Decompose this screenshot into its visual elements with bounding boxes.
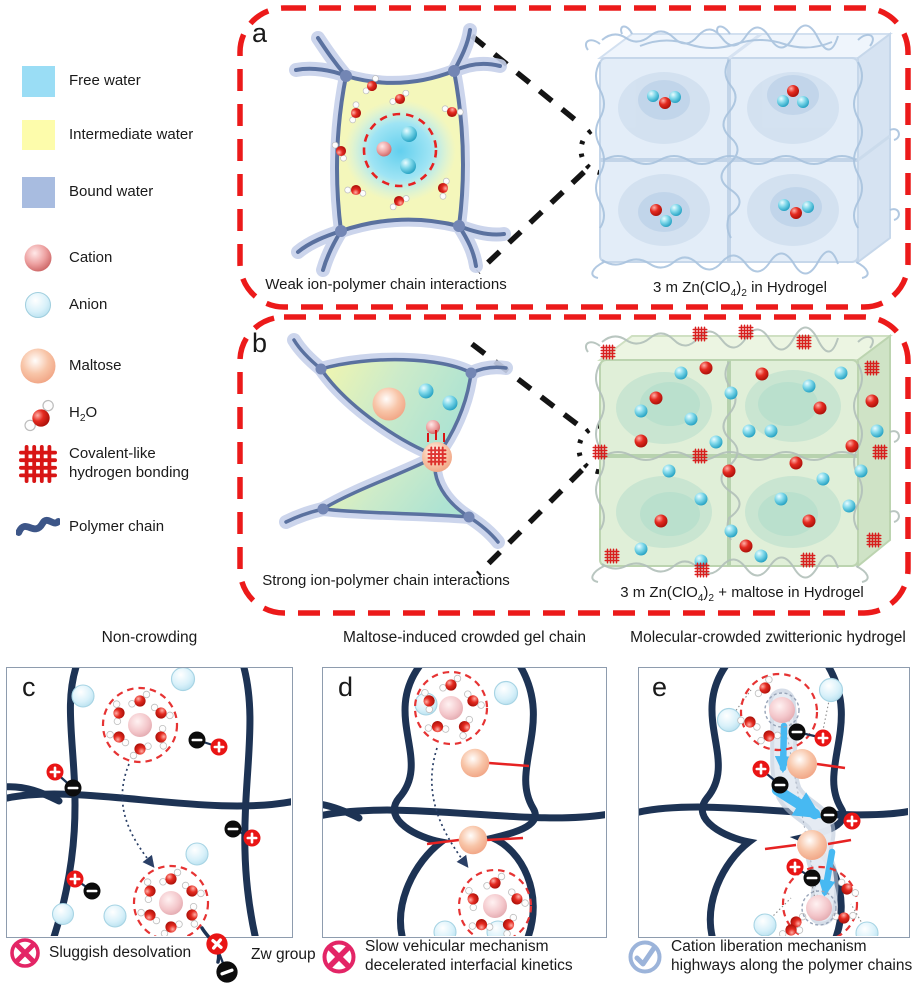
maltose-hydrogen-bonded [422, 430, 452, 472]
polymer-chain [323, 668, 605, 936]
polymer-chain-icon [16, 516, 60, 536]
zw-group [751, 759, 790, 795]
solvation-sheath-circle [362, 112, 438, 188]
polymer-chain [7, 668, 291, 936]
cell-a-illustration [289, 23, 511, 277]
cross-icon [322, 940, 356, 974]
cation-icon [426, 420, 440, 434]
maltose-icon [20, 348, 56, 384]
cross-icon [10, 938, 40, 968]
panel-e-title: Molecular-crowded zwitterionic hydrogel [630, 629, 906, 646]
intermediate-water-swatch [21, 120, 55, 150]
panel-e-caption: Cation liberation mechanism highways alo… [626, 938, 912, 976]
ion-cluster [638, 75, 822, 232]
legend-label: Bound water [69, 183, 154, 201]
panel-d-caption: Slow vehicular mechanism decelerated int… [320, 938, 573, 976]
zw-group [187, 730, 229, 757]
zw-group-legend: Zw group [196, 924, 316, 986]
anion-icon [401, 126, 417, 142]
crosslink-node [335, 65, 465, 237]
panel-c-caption: Sluggish desolvation [8, 936, 191, 970]
legend-item-h2o: H2O [16, 396, 97, 434]
panel-e-artwork [639, 668, 908, 936]
cation-icon [376, 141, 392, 157]
legend-label: Anion [69, 295, 108, 313]
panel-b-block-caption: 3 m Zn(ClO4)2 + maltose in Hydrogel [620, 584, 864, 604]
panel-d-box [322, 667, 607, 938]
legend-item-polymer-chain: Polymer chain [16, 512, 164, 542]
hopping-arrow [121, 763, 155, 868]
tethered-maltose [764, 830, 852, 860]
tethered-maltose [426, 825, 524, 855]
zw-group [223, 819, 262, 848]
panel-c-box [6, 667, 293, 938]
panel-d-title: Maltose-induced crowded gel chain [343, 629, 586, 646]
anion-icon [442, 395, 458, 411]
panel-d-label: d [338, 672, 354, 702]
panels-ab-artwork [237, 5, 911, 616]
panel-b-dashed-border [237, 314, 911, 616]
hopping-arrow [430, 747, 469, 868]
desolvating-shell-bottom [777, 865, 861, 936]
free-water-swatch [21, 66, 55, 97]
polymer-fibers [584, 24, 900, 279]
zw-group-icon [200, 926, 243, 986]
legend-label: Intermediate water [69, 125, 194, 143]
legend-item-bound-water: Bound water [16, 177, 153, 208]
cation-transport-arrows [771, 722, 836, 897]
panel-c-title: Non-crowding [101, 629, 198, 646]
check-icon [628, 940, 662, 974]
legend-item-covalent-bonding: Covalent-like hydrogen bonding [16, 442, 189, 486]
panel-b-cell-caption: Strong ion-polymer chain interactions [262, 572, 510, 589]
tethered-maltose [460, 748, 530, 778]
panel-a-block-caption: 3 m Zn(ClO4)2 in Hydrogel [653, 279, 827, 299]
legend-label: Free water [69, 72, 141, 90]
panel-c-artwork [7, 668, 291, 936]
panel-a-dashed-border [237, 5, 911, 310]
panel-b-label: b [252, 328, 268, 358]
zw-group [785, 857, 822, 888]
hydrogen-bond-hatch-icon [18, 444, 58, 484]
anion-icon [25, 292, 51, 318]
panel-c-label: c [22, 672, 36, 702]
legend-label: Polymer chain [69, 517, 165, 535]
cation-anion-spheres [634, 361, 884, 568]
zw-group [787, 722, 833, 748]
zw-group [65, 869, 102, 901]
cell-b-illustration [279, 333, 513, 549]
legend-item-anion: Anion [16, 290, 107, 320]
water-molecule-icon [18, 398, 59, 433]
zw-group [819, 805, 862, 831]
panel-e-label: e [652, 672, 668, 702]
tethered-maltose [787, 749, 846, 779]
panel-d-artwork [323, 668, 605, 936]
cation-icon [24, 244, 52, 272]
legend-item-free-water: Free water [16, 66, 141, 97]
panel-e-box [638, 667, 910, 938]
bound-water-swatch [21, 177, 55, 208]
anion-icon [400, 158, 416, 174]
anion-icon [418, 383, 434, 399]
hydrogel-block-a [584, 24, 900, 279]
legend-label: Covalent-like hydrogen bonding [69, 445, 190, 481]
crosslink-node [315, 363, 477, 523]
legend-label: Cation [69, 248, 113, 266]
legend-label: H2O [69, 404, 98, 425]
desolvating-shell-top [735, 672, 819, 752]
zw-group [45, 762, 83, 798]
panel-a-cell-caption: Weak ion-polymer chain interactions [265, 276, 507, 293]
legend-item-intermediate-water: Intermediate water [16, 120, 193, 150]
panel-a-label: a [252, 18, 268, 48]
legend-item-cation: Cation [16, 242, 112, 274]
legend-label: Maltose [69, 356, 122, 374]
hydrogel-block-b [584, 324, 900, 583]
legend-item-maltose: Maltose [16, 346, 122, 386]
